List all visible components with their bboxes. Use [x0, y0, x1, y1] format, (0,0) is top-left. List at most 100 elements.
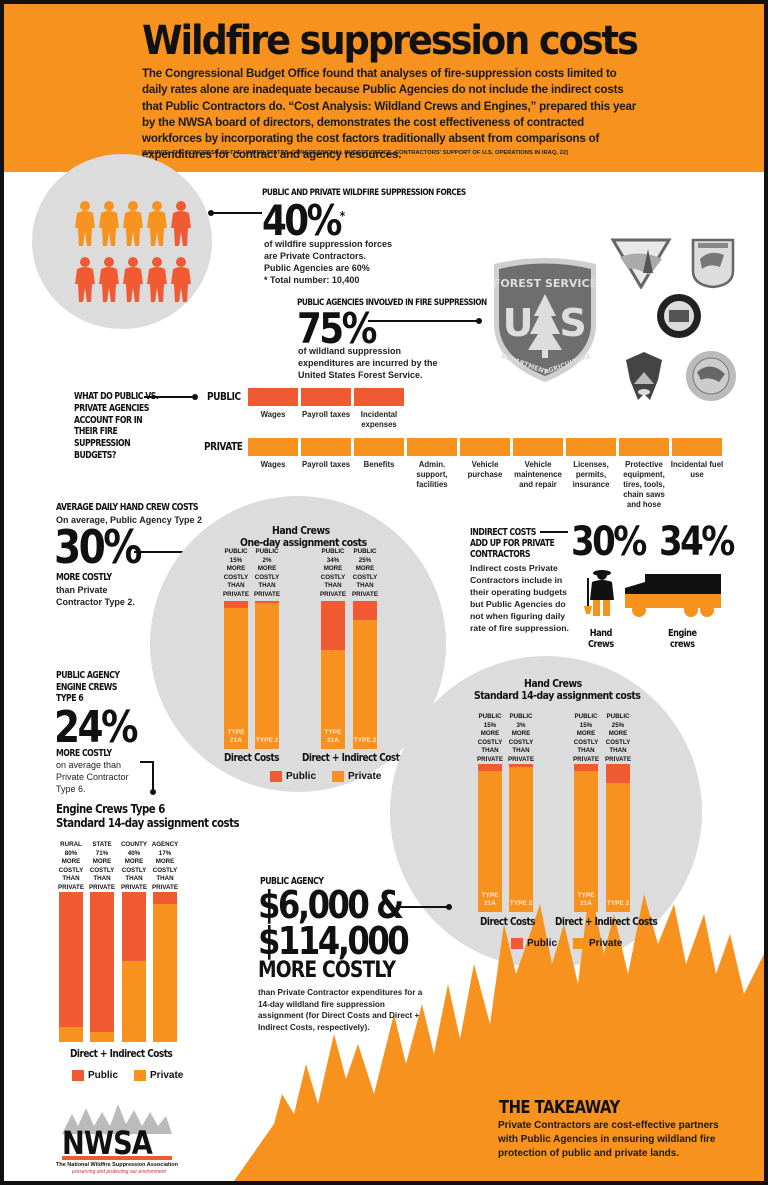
stacked-bar — [122, 892, 146, 1042]
firefighter-icon — [74, 200, 96, 253]
chart-subtitle: One-day assignment costs — [240, 536, 367, 549]
hand-daily-line2: Contractor Type 2. — [56, 597, 135, 607]
forces-desc: of wildfire suppression forces are Priva… — [264, 238, 392, 286]
bar-segment-public — [224, 601, 248, 608]
legend-swatch-private — [573, 938, 586, 949]
stacked-bar — [153, 892, 177, 1042]
engine-line2: Private Contractor — [56, 772, 129, 782]
group-label: Direct + Indirect Costs — [302, 752, 405, 764]
bar-annotation: PUBLIC 15% MORE COSTLY THAN PRIVATE — [573, 713, 599, 763]
agencies-line3: United States Forest Service. — [298, 370, 423, 380]
nwsa-logo-text: NWSA — [62, 1124, 153, 1162]
hand-daily-value: 30% — [54, 520, 142, 574]
budget-bar — [301, 438, 351, 456]
bar-segment-private: TYPE 21A — [478, 771, 502, 912]
forces-line3: Public Agencies are 60% — [264, 263, 370, 273]
connector-dot — [192, 394, 198, 400]
legend-swatch-public — [511, 938, 523, 949]
budget-item-label: Protective equipment, tires, tools, chai… — [623, 460, 665, 509]
chart-legend: Public Private — [270, 771, 381, 782]
hand-crew-firefighter-icon — [584, 570, 614, 616]
forces-heading: PUBLIC AND PRIVATE WILDFIRE SUPPRESSION … — [262, 188, 466, 198]
firefighter-icon — [122, 256, 144, 309]
budget-item-label: Admin. support, facilities — [416, 460, 448, 489]
legend-swatch-public — [72, 1070, 84, 1081]
budget-item-label: Payroll taxes — [301, 410, 351, 419]
hand-crew-daily-circle — [150, 496, 446, 792]
agencies-heading: PUBLIC AGENCIES INVOLVED IN FIRE SUPPRES… — [297, 298, 487, 308]
legend-swatch-private — [332, 771, 345, 782]
engine-crew-truck-icon — [625, 574, 721, 617]
group-label: Direct Costs — [224, 752, 280, 764]
source-citation: [SOURCE: THE CONGRESS OF THE UNITED STAT… — [142, 150, 568, 156]
budget-item-label: Vehicle purchase — [467, 460, 503, 479]
forces-circle — [32, 154, 212, 329]
bar-segment-private: TYPE 2 — [353, 620, 377, 749]
engine-heading2: ENGINE CREWS — [56, 681, 118, 693]
engine-heading1: PUBLIC AGENCY — [56, 670, 120, 681]
agencies-line1: of wildland suppression — [298, 346, 402, 356]
bar-segment-private: TYPE 2 — [606, 783, 630, 912]
chart-subtitle: Standard 14-day assignment costs — [56, 816, 240, 830]
bar-type-label: TYPE 21A — [481, 892, 499, 907]
budget-bar — [513, 438, 563, 456]
budget-bar — [619, 438, 669, 456]
bar-annotation: PUBLIC 34% MORE COSTLY THAN PRIVATE — [320, 548, 346, 598]
bar-annotation: PUBLIC 15% MORE COSTLY THAN PRIVATE — [477, 713, 503, 763]
budget-bar — [460, 438, 510, 456]
hand-daily-line1: than Private — [56, 585, 108, 595]
engine-heading3: TYPE 6 — [56, 693, 84, 704]
asterisk: * — [339, 209, 346, 223]
bar-annotation: COUNTY 40% MORE COSTLY THAN PRIVATE — [120, 841, 148, 891]
forest-trees-icon — [234, 884, 764, 1181]
connector-line — [144, 396, 194, 398]
forces-value: 40%* — [262, 196, 345, 245]
bar-type-label: TYPE 21A — [577, 892, 595, 907]
svg-text:U: U — [503, 301, 534, 345]
infographic-page: Wildfire suppression costs The Congressi… — [4, 4, 764, 1181]
hand-crew-indirect-value: 30% — [571, 519, 647, 565]
connector-line — [396, 906, 448, 908]
bar-segment-public — [574, 764, 598, 771]
firefighter-grid — [74, 200, 204, 310]
indirect-heading2: ADD UP FOR PRIVATE — [470, 538, 555, 549]
bar-segment-private — [90, 1032, 114, 1042]
engine-line3: Type 6. — [56, 784, 86, 794]
connector-line — [134, 551, 216, 553]
takeaway-body: Private Contractors are cost-effective p… — [498, 1120, 719, 1159]
stacked-bar: TYPE 2 — [509, 764, 533, 912]
hand-daily-heading: AVERAGE DAILY HAND CREW COSTS — [56, 502, 199, 513]
nwsa-flame-bar — [62, 1156, 172, 1160]
bar-annotation: PUBLIC 3% MORE COSTLY THAN PRIVATE — [508, 713, 534, 763]
hand-label2: Crews — [588, 639, 614, 650]
private-label: PRIVATE — [204, 440, 243, 453]
hand-daily-more: MORE COSTLY — [56, 572, 112, 583]
stacked-bar: TYPE 21A — [321, 601, 345, 749]
bar-segment-private — [59, 1027, 83, 1042]
stacked-bar: TYPE 21A — [478, 764, 502, 912]
engine-label1: Engine — [668, 628, 697, 639]
intro-text: The Congressional Budget Office found th… — [142, 67, 637, 162]
indirect-heading1: INDIRECT COSTS — [470, 527, 536, 538]
stacked-bar: TYPE 2 — [606, 764, 630, 912]
budget-bar — [672, 438, 722, 456]
cost-body: than Private Contractor expenditures for… — [258, 988, 423, 1032]
firefighter-icon — [170, 200, 192, 253]
firefighter-icon — [98, 256, 120, 309]
connector-line — [140, 761, 154, 763]
engine-crew-indirect-value: 34% — [659, 519, 735, 565]
bar-type-label: TYPE 21A — [227, 729, 245, 744]
budget-item-label: Benefits — [363, 460, 395, 469]
stacked-bar: TYPE 2 — [353, 601, 377, 749]
bar-segment-private — [122, 961, 146, 1042]
forces-line4: * Total number: 10,400 — [264, 275, 360, 285]
group-label: Direct Costs — [480, 916, 536, 928]
engine-type6-value: 24% — [54, 702, 138, 753]
bar-segment-private: TYPE 21A — [574, 771, 598, 912]
legend-public: Public — [88, 1070, 119, 1081]
legend-swatch-private — [134, 1070, 147, 1081]
bar-type-label: TYPE 2 — [255, 737, 279, 744]
firefighter-icon — [122, 200, 144, 253]
engine-type6-more: MORE COSTLY — [56, 748, 112, 759]
hand-daily-desc: than Private Contractor Type 2. — [56, 584, 135, 608]
